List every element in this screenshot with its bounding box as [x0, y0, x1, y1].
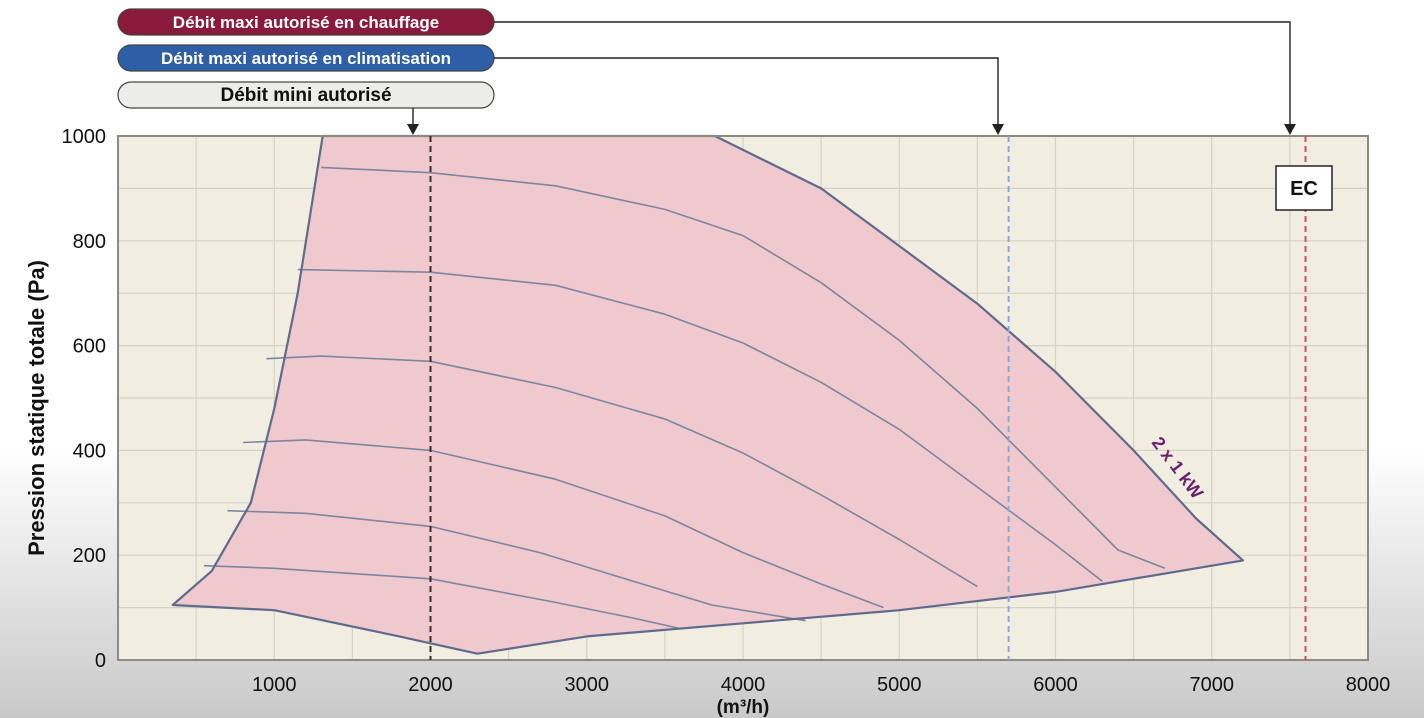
reference-connector — [494, 21, 1291, 132]
operating-zone-area — [172, 136, 1244, 654]
reference-badge-label: Débit maxi autorisé en climatisation — [161, 49, 451, 68]
fan-curve — [203, 564, 681, 630]
y-tick-label: 600 — [73, 336, 106, 358]
y-tick-label: 800 — [73, 231, 106, 253]
fan-curve — [266, 355, 978, 588]
y-tick-label: 400 — [73, 440, 106, 462]
arrow-head-icon — [1284, 124, 1296, 135]
x-tick-label: 5000 — [877, 674, 922, 696]
y-tick-label: 200 — [73, 545, 106, 567]
x-axis-label: (m³/h) — [717, 697, 770, 718]
arrow-head-icon — [407, 124, 419, 135]
plot-frame — [117, 135, 1369, 661]
ec-box — [1275, 165, 1333, 211]
arrow-head-icon — [992, 124, 1004, 135]
fan-curve — [242, 439, 884, 609]
operating-zone-outline — [171, 134, 1245, 655]
x-tick-label: 6000 — [1033, 674, 1078, 696]
reference-line-1: Débit maxi autorisé en climatisation — [117, 44, 1010, 660]
reference-badge — [117, 81, 495, 109]
x-axis-ticks: 1000 2000 3000 4000 5000 6000 7000 8000 — [252, 674, 1390, 696]
ec-annotation: EC — [1275, 165, 1333, 211]
reference-line-2: Débit mini autorisé — [117, 81, 495, 660]
fan-curve — [297, 268, 1103, 583]
fan-curve — [321, 166, 1166, 570]
fan-curves — [203, 166, 1166, 630]
y-tick-label: 0 — [95, 650, 106, 672]
x-tick-label: 8000 — [1346, 674, 1391, 696]
x-tick-label: 7000 — [1190, 674, 1235, 696]
reference-line-0: Débit maxi autorisé en chauffage — [117, 8, 1307, 660]
y-tick-label: 1000 — [62, 126, 107, 148]
reference-badge-label: Débit maxi autorisé en chauffage — [173, 13, 439, 32]
ec-label: EC — [1290, 178, 1318, 200]
reference-connector — [494, 57, 999, 132]
fan-curve — [227, 509, 806, 622]
x-tick-label: 3000 — [565, 674, 610, 696]
reference-badge-label: Débit mini autorisé — [220, 85, 391, 106]
x-tick-label: 2000 — [408, 674, 453, 696]
x-tick-label: 1000 — [252, 674, 297, 696]
y-axis-ticks: 0 200 400 600 800 1000 — [62, 126, 107, 672]
y-axis-label: Pression statique totale (Pa) — [24, 260, 49, 556]
x-tick-label: 4000 — [721, 674, 766, 696]
